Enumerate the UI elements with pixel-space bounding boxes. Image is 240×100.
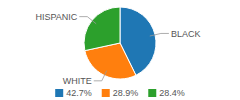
legend-label: 28.4% <box>159 88 185 98</box>
leader-line <box>94 71 107 81</box>
slice-label: BLACK <box>171 29 201 39</box>
legend-label: 42.7% <box>66 88 92 98</box>
legend-swatch <box>148 89 156 97</box>
legend-item: 28.9% <box>102 88 139 98</box>
leader-line <box>150 33 169 36</box>
legend-swatch <box>102 89 110 97</box>
legend-item: 28.4% <box>148 88 185 98</box>
leader-line <box>79 17 96 24</box>
slice-label: HISPANIC <box>35 12 77 22</box>
legend-swatch <box>55 89 63 97</box>
pie-slice <box>84 7 120 51</box>
chart: BLACK WHITE HISPANIC 42.7% 28.9% 28.4% <box>0 0 240 100</box>
pie: BLACK WHITE HISPANIC <box>35 7 200 86</box>
slice-label: WHITE <box>63 76 92 86</box>
legend: 42.7% 28.9% 28.4% <box>55 88 185 98</box>
legend-item: 42.7% <box>55 88 92 98</box>
legend-label: 28.9% <box>113 88 139 98</box>
